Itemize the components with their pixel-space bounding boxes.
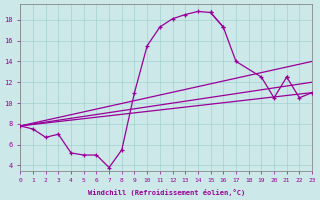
X-axis label: Windchill (Refroidissement éolien,°C): Windchill (Refroidissement éolien,°C) [88, 189, 245, 196]
